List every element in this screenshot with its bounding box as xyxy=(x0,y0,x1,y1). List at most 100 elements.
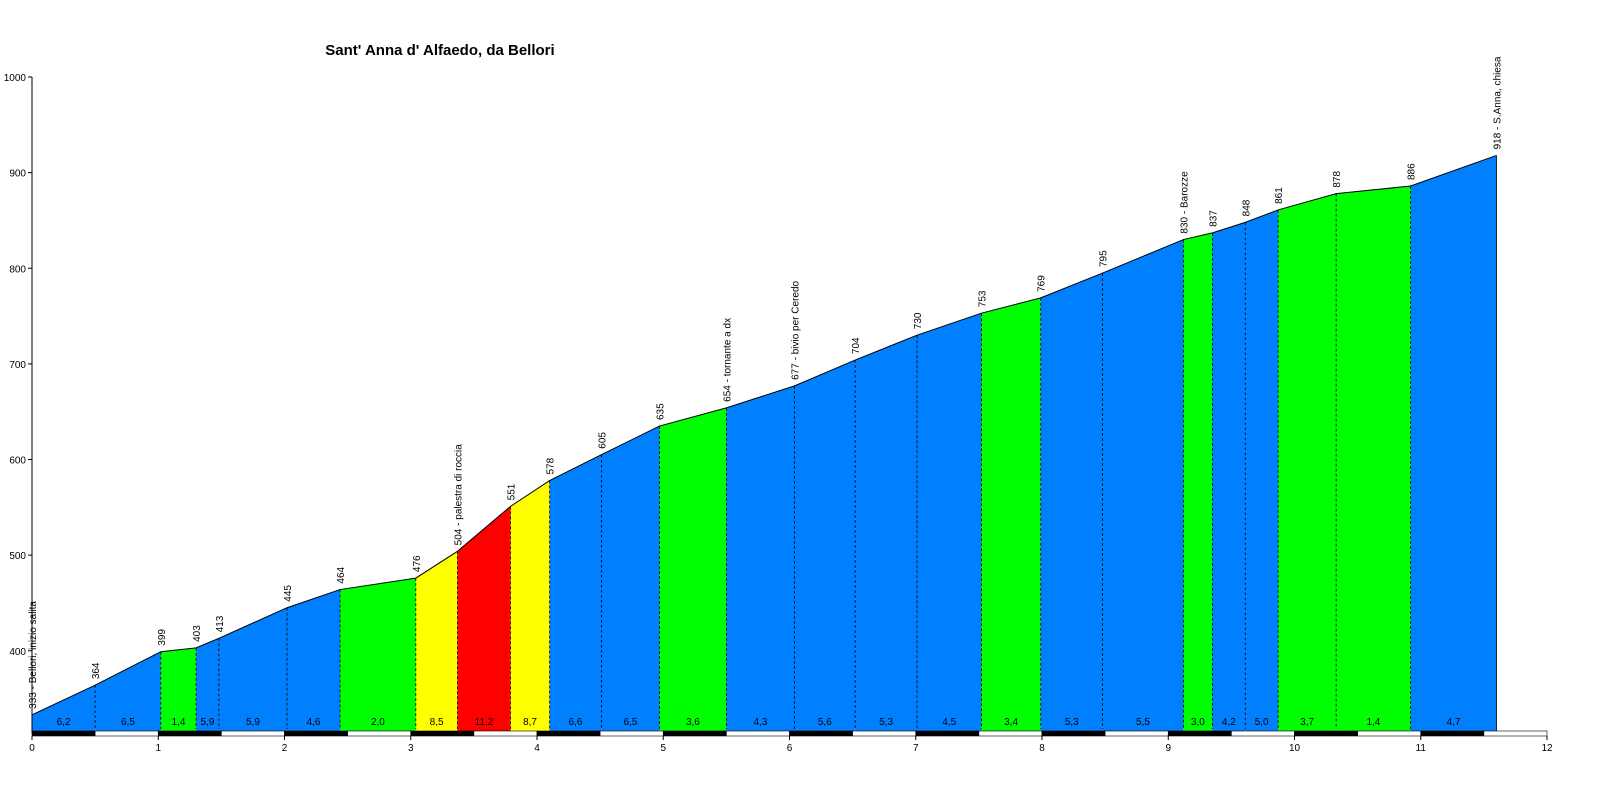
elevation-label: 504 - palestra di roccia xyxy=(453,444,464,546)
grade-label: 3,7 xyxy=(1300,717,1314,728)
y-tick-label: 1000 xyxy=(4,73,27,84)
x-tick-label: 3 xyxy=(408,743,414,754)
km-bar-black xyxy=(789,730,853,737)
grade-label: 5,9 xyxy=(246,717,260,728)
elevation-label: 837 xyxy=(1208,210,1219,227)
elevation-label: 704 xyxy=(851,337,862,354)
km-bar-black xyxy=(284,730,348,737)
segment-fill xyxy=(794,360,856,733)
elevation-label: 677 - bivio per Ceredo xyxy=(791,280,802,379)
km-bar-white xyxy=(221,730,285,737)
grade-label: 8,5 xyxy=(430,717,444,728)
grade-label: 6,6 xyxy=(569,717,583,728)
km-bar-white xyxy=(1483,730,1548,737)
segment-fill xyxy=(1336,186,1411,733)
y-tick-label: 400 xyxy=(9,647,26,658)
elevation-label: 413 xyxy=(215,615,226,632)
km-bar-white xyxy=(94,730,159,737)
grade-label: 4,6 xyxy=(307,717,321,728)
elevation-label: 769 xyxy=(1037,275,1048,292)
x-tick-label: 4 xyxy=(534,743,540,754)
y-tick-label: 700 xyxy=(9,360,26,371)
segment-fill xyxy=(1102,239,1184,733)
elevation-label: 445 xyxy=(283,585,294,602)
x-tick-label: 12 xyxy=(1541,743,1553,754)
segment-fill xyxy=(981,297,1041,733)
grade-label: 1,4 xyxy=(1366,717,1380,728)
y-tick-label: 800 xyxy=(9,264,26,275)
elevation-label: 399 xyxy=(157,629,168,646)
elevation-labels: 333 - Bellori, inizio salita 364 399 403 413… xyxy=(28,56,1504,709)
segment-fill xyxy=(601,426,660,733)
grade-label: 1,4 xyxy=(171,717,185,728)
grade-label: 2,0 xyxy=(371,717,385,728)
elevation-label: 654 - tornante a dx xyxy=(722,318,733,402)
grade-label: 4,5 xyxy=(942,717,956,728)
elevation-label: 878 xyxy=(1332,171,1343,188)
segment-fill xyxy=(95,651,161,733)
x-tick-label: 7 xyxy=(913,743,919,754)
elevation-label: 861 xyxy=(1274,187,1285,204)
x-tick-label: 2 xyxy=(282,743,288,754)
grade-label: 6,2 xyxy=(57,717,71,728)
elevation-label: 730 xyxy=(913,312,924,329)
grade-label: 5,9 xyxy=(201,717,215,728)
elevation-label: 403 xyxy=(192,625,203,642)
segment-fill xyxy=(1040,273,1103,733)
grade-label: 4,7 xyxy=(1447,717,1461,728)
x-tick-label: 8 xyxy=(1039,743,1045,754)
km-bar-white xyxy=(1104,730,1169,737)
elevation-label: 578 xyxy=(546,457,557,474)
segment-fill xyxy=(340,578,416,733)
elevation-label: 753 xyxy=(977,290,988,307)
segment-fill xyxy=(1183,232,1213,734)
grade-label: 3,4 xyxy=(1004,717,1018,728)
km-bar-black xyxy=(536,730,601,737)
segment-fill xyxy=(287,589,341,733)
grade-label: 3,0 xyxy=(1191,717,1205,728)
gradient-segments xyxy=(32,155,1497,734)
km-bar-white xyxy=(852,730,917,737)
km-bar-black xyxy=(1294,730,1358,737)
segment-fill xyxy=(549,454,602,733)
elevation-label: 551 xyxy=(506,483,517,500)
grade-label: 8,7 xyxy=(523,717,537,728)
grade-labels: 6,2 6,5 1,4 5,9 5,9 4,6 2,0 8,5 11,2 8,7 6,6 6,5 3,6… xyxy=(57,717,1461,728)
x-tick-label: 9 xyxy=(1165,743,1171,754)
profile-outline xyxy=(31,154,1497,716)
km-bar-white xyxy=(599,730,664,737)
elevation-label: 795 xyxy=(1099,250,1110,267)
km-bar-white xyxy=(473,730,538,737)
segment-fill xyxy=(32,685,96,733)
segment-fill xyxy=(415,551,458,733)
elevation-label: 830 - Barozze xyxy=(1179,171,1190,234)
grade-label: 11,2 xyxy=(475,717,494,728)
segment-fill xyxy=(510,480,550,733)
km-bar-black xyxy=(1167,730,1232,737)
segment-fill xyxy=(1212,222,1246,733)
grade-label: 5,6 xyxy=(818,717,832,728)
segment-fill xyxy=(1410,155,1497,733)
elevation-label: 605 xyxy=(597,432,608,449)
grade-label: 5,3 xyxy=(879,717,893,728)
segment-fill xyxy=(855,335,918,733)
grade-label: 5,0 xyxy=(1255,717,1269,728)
km-bar-white xyxy=(347,730,412,737)
elevation-label: 635 xyxy=(655,403,666,420)
elevation-label: 476 xyxy=(412,555,423,572)
elevation-label: 918 - S.Anna, chiesa xyxy=(1493,56,1504,149)
elevation-label: 364 xyxy=(91,662,102,679)
segment-fill xyxy=(917,313,982,733)
chart-title: Sant' Anna d' Alfaedo, da Bellori xyxy=(325,42,554,59)
elevation-label: 886 xyxy=(1407,163,1418,180)
km-bar-black xyxy=(1420,730,1485,737)
y-tick-label: 900 xyxy=(9,169,26,180)
grade-label: 6,5 xyxy=(121,717,135,728)
segment-fill xyxy=(1245,209,1279,734)
km-bar-white xyxy=(1231,730,1295,737)
grade-label: 4,3 xyxy=(754,717,768,728)
grade-label: 4,2 xyxy=(1222,717,1236,728)
y-tick-label: 600 xyxy=(9,456,26,467)
x-tick-label: 11 xyxy=(1416,743,1427,754)
